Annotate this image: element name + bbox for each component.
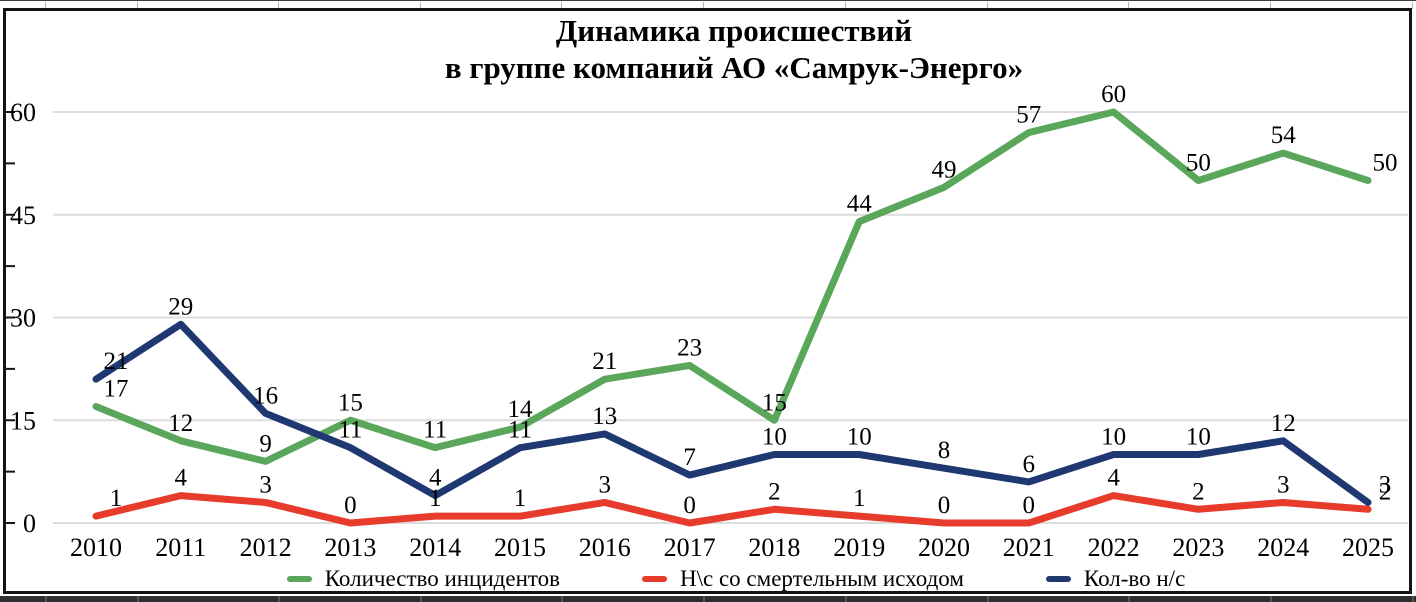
chart-title-line1: Динамика происшествий xyxy=(555,13,913,48)
x-tick-label: 2013 xyxy=(324,533,376,562)
data-label: 21 xyxy=(104,348,129,375)
data-label: 21 xyxy=(592,348,617,375)
data-label: 2 xyxy=(768,478,781,505)
data-label: 1 xyxy=(853,485,866,512)
data-label: 10 xyxy=(847,424,872,451)
data-label: 16 xyxy=(253,382,278,409)
data-label: 50 xyxy=(1186,150,1211,177)
data-label: 3 xyxy=(1277,471,1290,498)
x-tick-label: 2014 xyxy=(409,533,461,562)
data-label: 12 xyxy=(1271,410,1296,437)
data-label: 57 xyxy=(1016,102,1041,129)
data-label: 11 xyxy=(508,417,532,444)
x-tick-label: 2011 xyxy=(155,533,206,562)
x-tick-label: 2023 xyxy=(1172,533,1224,562)
data-label: 9 xyxy=(259,430,272,457)
data-label: 0 xyxy=(1023,492,1036,519)
data-label: 54 xyxy=(1271,122,1297,149)
data-label: 60 xyxy=(1101,81,1126,108)
x-tick-label: 2016 xyxy=(579,533,631,562)
data-label: 50 xyxy=(1373,150,1398,177)
data-label: 1 xyxy=(429,485,442,512)
data-label: 13 xyxy=(592,403,617,430)
data-label: 4 xyxy=(429,465,442,492)
data-label: 15 xyxy=(762,389,787,416)
series-line-Количество-инцидентов xyxy=(92,108,1372,465)
data-label: 8 xyxy=(938,437,951,464)
data-label: 2 xyxy=(1379,478,1392,505)
data-label: 29 xyxy=(168,293,193,320)
chart-title-line2: в группе компаний АО «Самрук-Энерго» xyxy=(444,50,1024,85)
x-tick-label: 2012 xyxy=(240,533,292,562)
data-label: 1 xyxy=(514,485,527,512)
chart-legend: Количество инцидентов Н\с со смертельным… xyxy=(0,566,1416,592)
y-tick-label: 45 xyxy=(10,201,36,230)
data-label: 3 xyxy=(599,471,612,498)
data-label: 17 xyxy=(104,376,129,403)
y-tick-label: 30 xyxy=(10,304,36,333)
x-tick-label: 2018 xyxy=(748,533,800,562)
data-label: 0 xyxy=(344,492,357,519)
spreadsheet-columns-strip-top xyxy=(0,0,1416,9)
data-label: 11 xyxy=(338,417,362,444)
y-tick-label: 0 xyxy=(23,509,36,538)
data-label: 4 xyxy=(175,465,188,492)
x-tick-label: 2017 xyxy=(664,533,716,562)
data-label: 1 xyxy=(110,485,123,512)
x-tick-label: 2020 xyxy=(918,533,970,562)
data-label: 23 xyxy=(677,334,702,361)
legend-label-fatal-accidents: Н\с со смертельным исходом xyxy=(680,566,964,591)
x-tick-label: 2015 xyxy=(494,533,546,562)
spreadsheet-columns-strip-bottom xyxy=(0,596,1416,602)
legend-label-incidents: Количество инцидентов xyxy=(324,566,561,591)
data-label: 7 xyxy=(683,444,696,471)
data-label: 10 xyxy=(1101,424,1126,451)
data-label: 3 xyxy=(259,471,272,498)
data-label: 15 xyxy=(338,389,363,416)
x-tick-label: 2010 xyxy=(70,533,122,562)
data-label: 10 xyxy=(1186,424,1211,451)
x-tick-label: 2025 xyxy=(1342,533,1394,562)
x-tick-label: 2022 xyxy=(1088,533,1140,562)
data-label: 44 xyxy=(847,191,873,218)
data-label: 4 xyxy=(1107,465,1120,492)
data-label: 49 xyxy=(932,156,957,183)
data-label: 0 xyxy=(683,492,696,519)
data-label: 3 xyxy=(1379,471,1392,498)
x-tick-label: 2021 xyxy=(1003,533,1055,562)
series-line-Кол-во-н-с xyxy=(92,320,1372,506)
x-tick-label: 2019 xyxy=(833,533,885,562)
data-label: 14 xyxy=(508,396,534,423)
x-tick-label: 2024 xyxy=(1257,533,1309,562)
series-line-Н-с-со-смертельным-исходом xyxy=(92,492,1372,527)
legend-label-accidents-count: Кол-во н/с xyxy=(1083,566,1186,591)
chart-frame xyxy=(3,8,1412,594)
fatal-accidents-series-swatch-icon xyxy=(642,576,668,582)
chart-title: Динамика происшествий в группе компаний … xyxy=(26,12,1416,86)
y-tick-label: 60 xyxy=(10,98,36,127)
legend-item-fatal-accidents: Н\с со смертельным исходом xyxy=(642,566,964,592)
legend-item-incidents: Количество инцидентов xyxy=(286,566,561,592)
data-label: 0 xyxy=(938,492,951,519)
legend-item-accidents-count: Кол-во н/с xyxy=(1045,566,1186,592)
data-label: 6 xyxy=(1023,451,1036,478)
accidents-count-series-swatch-icon xyxy=(1045,576,1071,582)
data-label: 2 xyxy=(1192,478,1205,505)
y-tick-label: 15 xyxy=(10,406,36,435)
data-label: 11 xyxy=(423,417,447,444)
incidents-series-swatch-icon xyxy=(286,576,312,582)
data-label: 12 xyxy=(168,410,193,437)
data-label: 10 xyxy=(762,424,787,451)
